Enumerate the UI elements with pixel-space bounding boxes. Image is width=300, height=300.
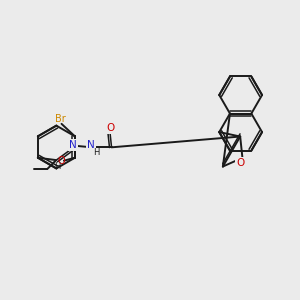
Text: O: O: [236, 158, 245, 168]
Text: N: N: [69, 140, 77, 150]
Text: O: O: [57, 156, 65, 166]
Text: O: O: [106, 123, 114, 133]
Text: H: H: [93, 148, 99, 157]
Text: N: N: [88, 140, 95, 150]
Text: H: H: [55, 162, 61, 171]
Text: Br: Br: [55, 114, 65, 124]
